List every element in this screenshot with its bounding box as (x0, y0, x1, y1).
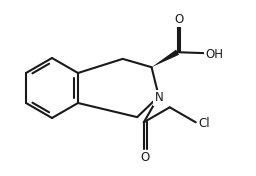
Text: N: N (154, 91, 163, 104)
Text: Cl: Cl (198, 117, 210, 130)
Text: N: N (154, 91, 163, 104)
Text: O: O (174, 13, 183, 26)
Text: O: O (140, 151, 150, 164)
Text: OH: OH (205, 48, 223, 61)
Polygon shape (152, 50, 179, 67)
